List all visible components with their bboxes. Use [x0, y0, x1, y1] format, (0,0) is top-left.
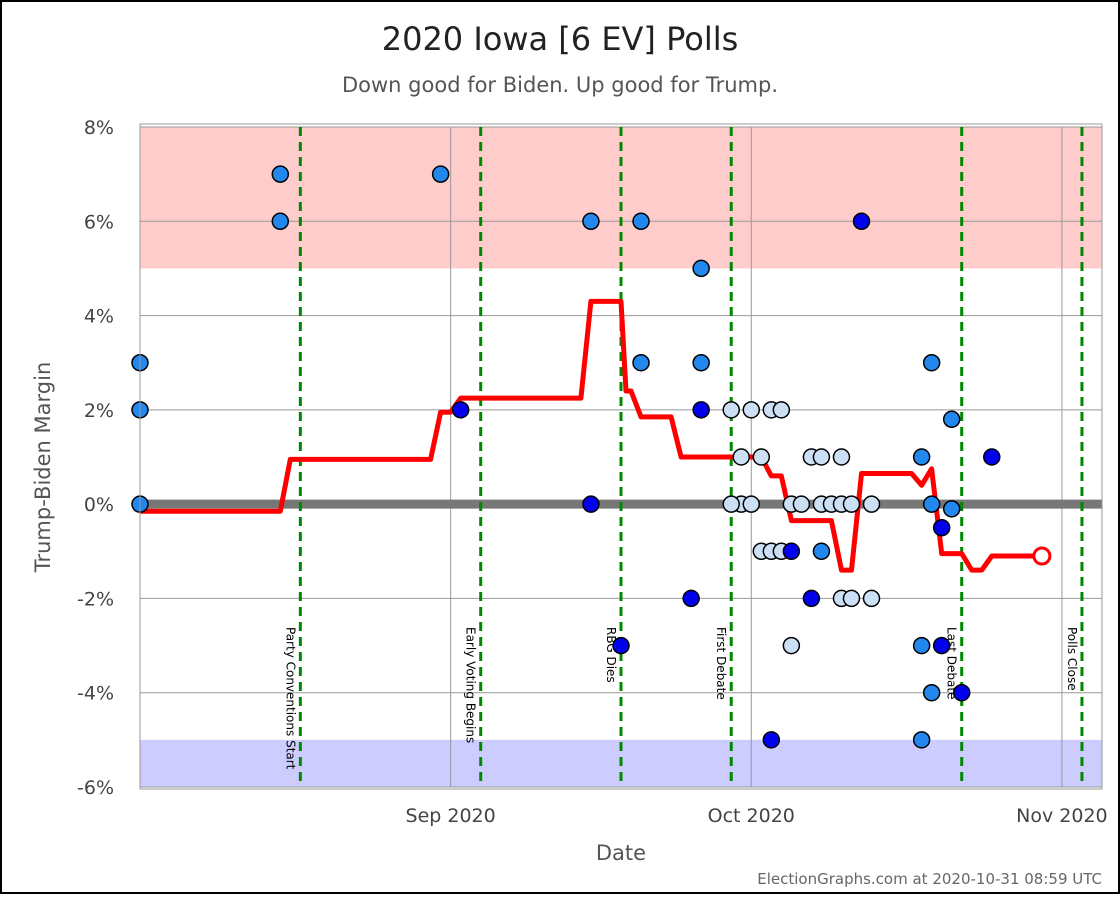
poll-point-26	[762, 731, 781, 749]
x-tick-label-1: Oct 2020	[708, 805, 795, 827]
event-label-3: First Debate	[714, 627, 728, 700]
y-tick-label-1: 6%	[84, 211, 114, 233]
poll-point-8	[582, 495, 600, 513]
poll-point-48	[912, 636, 931, 655]
poll-point-9	[612, 636, 630, 655]
poll-point-51	[922, 495, 941, 513]
y-tick-label-2: 4%	[84, 306, 114, 328]
poll-point-30	[782, 542, 801, 561]
average-line	[140, 298, 1042, 573]
poll-point-57	[952, 683, 971, 702]
poll-point-42	[842, 495, 861, 513]
poll-point-19	[722, 495, 740, 513]
poll-point-16	[722, 401, 740, 419]
credit-text: ElectionGraphs.com at 2020-10-31 08:59 U…	[757, 870, 1102, 888]
poll-point-39	[832, 448, 851, 466]
y-tick-label-5: -2%	[77, 588, 114, 610]
poll-point-44	[852, 212, 871, 231]
event-label-5: Polls Close	[1065, 627, 1079, 691]
poll-point-11	[632, 353, 650, 372]
poll-point-52	[922, 683, 941, 702]
event-markers: Party Conventions Start Early Voting Begi…	[283, 127, 1084, 787]
x-tick-label-2: Nov 2020	[1016, 805, 1107, 827]
poll-point-53	[932, 518, 951, 537]
poll-point-14	[692, 353, 710, 372]
poll-point-31	[782, 636, 801, 655]
poll-point-56	[942, 500, 961, 518]
chart-subtitle: Down good for Biden. Up good for Trump.	[342, 73, 778, 97]
poll-point-49	[912, 731, 931, 749]
poll-point-55	[942, 410, 961, 429]
poll-point-21	[742, 495, 761, 513]
poll-point-15	[692, 401, 710, 419]
y-tick-label-0: 8%	[84, 117, 114, 139]
poll-points	[131, 165, 1001, 749]
poll-point-35	[812, 448, 831, 466]
y-tick-label-3: 2%	[84, 400, 114, 422]
poll-point-27	[772, 401, 791, 419]
poll-point-7	[582, 212, 600, 231]
poll-point-43	[842, 589, 861, 608]
y-tick-labels: 8% 6% 4% 2% 0% -2% -4% -6%	[77, 117, 114, 799]
x-tick-label-0: Sep 2020	[406, 805, 496, 827]
poll-point-58	[983, 448, 1001, 466]
y-axis-label: Trump-Biden Margin	[31, 362, 55, 574]
y-tick-label-6: -4%	[77, 683, 114, 705]
poll-point-22	[752, 448, 771, 466]
poll-point-3	[271, 165, 290, 183]
poll-point-34	[802, 589, 821, 608]
average-endpoint	[1032, 546, 1052, 566]
chart-title: 2020 Iowa [6 EV] Polls	[382, 20, 739, 58]
poll-point-17	[732, 448, 750, 466]
plot-area-border	[139, 123, 1103, 790]
poll-point-54	[932, 636, 951, 655]
y-tick-label-7: -6%	[77, 777, 114, 799]
poll-point-20	[742, 401, 761, 419]
poll-point-5	[431, 165, 450, 183]
poll-point-47	[912, 448, 931, 466]
poll-point-46	[862, 589, 881, 608]
poll-point-12	[682, 589, 700, 608]
x-axis-label: Date	[596, 841, 646, 865]
poll-point-32	[792, 495, 811, 513]
poll-point-45	[862, 495, 881, 513]
x-tick-labels: Sep 2020 Oct 2020 Nov 2020	[406, 805, 1108, 827]
event-label-1: Early Voting Begins	[464, 627, 478, 743]
average-line-group	[140, 298, 1052, 573]
poll-point-13	[692, 259, 710, 278]
poll-point-37	[812, 542, 831, 561]
event-label-0: Party Conventions Start	[283, 627, 297, 770]
y-tick-label-4: 0%	[84, 494, 114, 516]
poll-point-6	[451, 401, 470, 419]
event-label-2: RBG Dies	[604, 627, 618, 683]
poll-point-10	[632, 212, 650, 231]
poll-point-4	[271, 212, 290, 231]
poll-point-50	[922, 353, 941, 372]
